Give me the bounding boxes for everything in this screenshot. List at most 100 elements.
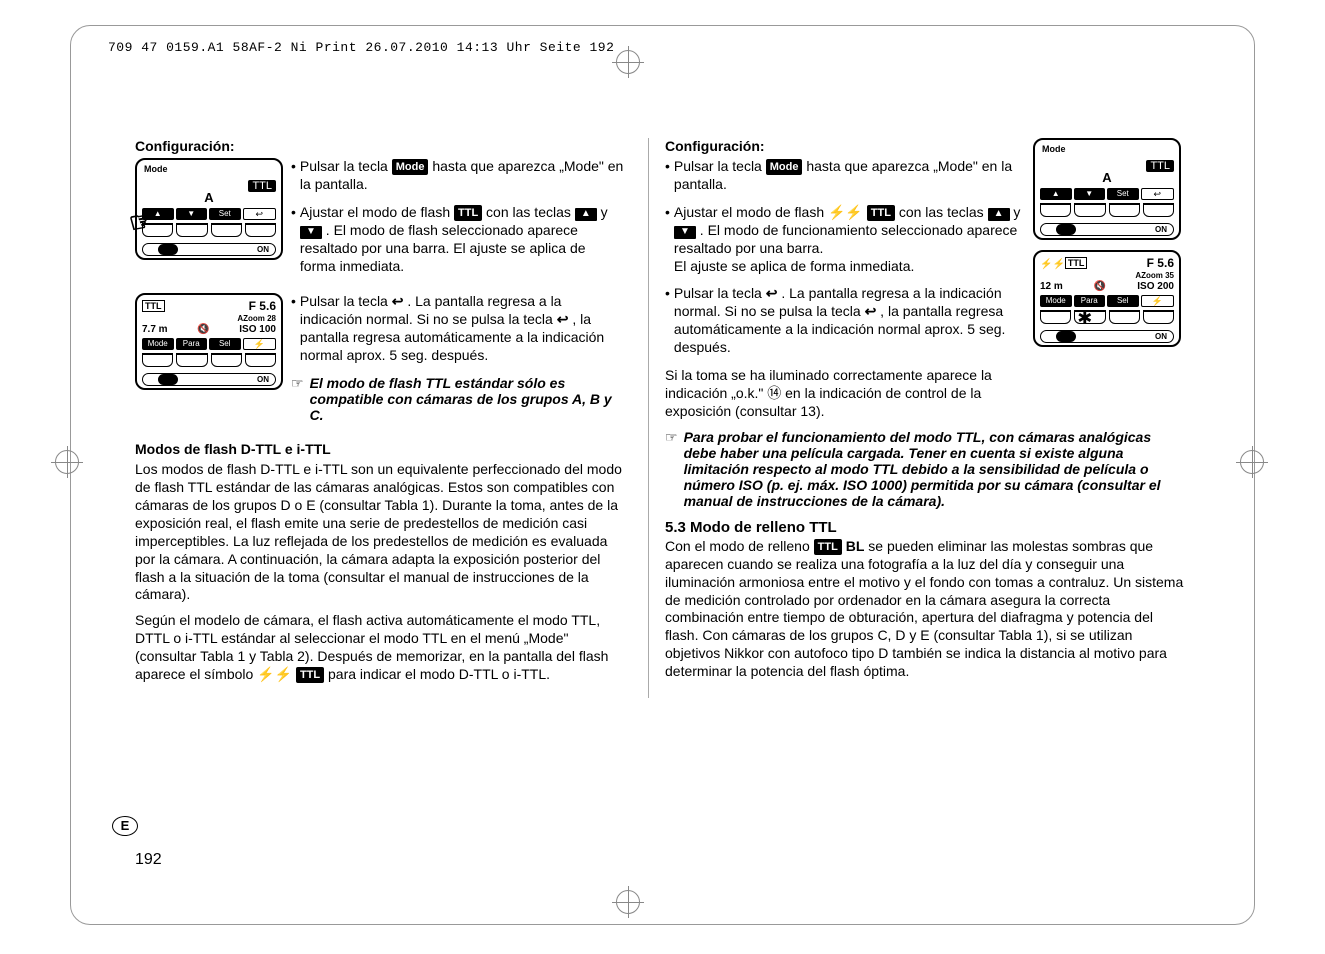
print-header: 709 47 0159.A1 58AF-2 Ni Print 26.07.201… [108, 40, 614, 55]
text: Con el modo de relleno [665, 538, 814, 554]
text: se pueden eliminar las molestas sombras … [665, 538, 1183, 679]
bullet-item: • Ajustar el modo de flash TTL con las t… [291, 204, 625, 276]
lcd-mode-btn: Mode [142, 338, 174, 350]
lcd-down-icon: ▼ [1074, 188, 1106, 200]
lcd-distance: 12 m [1040, 281, 1063, 292]
lcd-azoom: AZoom 28 [237, 314, 276, 323]
config-heading-left: Configuración: [135, 138, 625, 154]
lcd-power-switch: ON [142, 373, 276, 386]
lcd-a-label: A [1040, 170, 1174, 185]
config-heading-right: Configuración: [665, 138, 1025, 154]
lcd-iso: ISO 200 [1137, 281, 1174, 292]
lcd-mode-label: Mode [1042, 144, 1174, 154]
return-key-icon: ↩ [557, 311, 569, 329]
lcd-bolt-icon: ⚡ [1141, 295, 1175, 307]
lcd-mode-label: Mode [144, 164, 276, 174]
ttl-key-icon: TTL [454, 205, 482, 221]
lcd-on-label: ON [1155, 225, 1167, 234]
text: Pulsar la tecla [300, 158, 392, 174]
lcd-ttl-icon: TTL [142, 300, 165, 312]
registration-mark-icon [616, 50, 642, 76]
ref-icon: ⑭ [767, 385, 781, 401]
lcd-aperture: F 5.6 [1147, 256, 1174, 270]
lcd-para-btn: Para [1074, 295, 1106, 307]
note-text: Para probar el funcionamiento del modo T… [684, 429, 1185, 509]
text: con las teclas [482, 204, 575, 220]
up-key-icon: ▲ [575, 208, 597, 221]
lcd-power-switch: ON [142, 243, 276, 256]
mode-key-icon: Mode [766, 159, 803, 175]
pointer-icon: ☞ [291, 375, 304, 423]
lcd-down-icon: ▼ [176, 208, 208, 220]
lcd-aperture: F 5.6 [249, 299, 276, 313]
lcd-sel-btn: Sel [209, 338, 241, 350]
language-badge: E [112, 816, 138, 836]
bullet-item: • Pulsar la tecla Mode hasta que aparezc… [291, 158, 625, 194]
paragraph: Si la toma se ha iluminado correctamente… [665, 367, 1025, 421]
mode-key-icon: Mode [392, 159, 429, 175]
text: . El modo de funcionamiento seleccionado… [674, 222, 1017, 256]
lcd-return-icon: ↩ [243, 208, 277, 220]
lcd-power-switch: ON [1040, 223, 1174, 236]
text: con las teclas [895, 204, 988, 220]
bullet-item: • Pulsar la tecla ↩ . La pantalla regres… [665, 285, 1025, 357]
text: Pulsar la tecla [674, 158, 766, 174]
hand-pointer-icon: ☞ [126, 203, 156, 240]
bolt-icon: ⚡⚡ [1040, 259, 1065, 270]
ttl-key-icon: TTL [814, 539, 842, 555]
return-key-icon: ↩ [865, 303, 877, 321]
lcd-ttl-icon: TTL [1065, 257, 1088, 269]
lcd-mode-btn: Mode [1040, 295, 1072, 307]
down-key-icon: ▼ [674, 226, 696, 239]
lcd-sel-btn: Sel [1107, 295, 1139, 307]
text: para indicar el modo D-TTL o i-TTL. [328, 666, 550, 682]
text: . El modo de flash seleccionado aparece … [300, 222, 586, 274]
lcd-distance: 7.7 m [142, 324, 168, 335]
pointer-icon: ☞ [665, 429, 678, 509]
page-number: 192 [135, 851, 162, 869]
registration-mark-icon [55, 450, 81, 476]
lcd-panel-status-right: ⚡⚡TTL F 5.6 AZoom 35 12 m 🔇 ISO 200 Mode… [1033, 250, 1181, 347]
ttl-key-icon: TTL [867, 205, 895, 221]
lcd-panel-status-left: TTL F 5.6 AZoom 28 7.7 m 🔇 ISO 100 Mode … [135, 293, 283, 390]
lcd-iso: ISO 100 [239, 324, 276, 335]
note-row: ☞ El modo de flash TTL estándar sólo es … [291, 375, 625, 423]
lcd-up-icon: ▲ [1040, 188, 1072, 200]
paragraph: Los modos de flash D-TTL e i-TTL son un … [135, 461, 625, 604]
text: El ajuste se aplica de forma inmediata. [674, 258, 914, 274]
lcd-bolt-icon: ⚡ [243, 338, 277, 350]
lcd-ttl-badge: TTL [248, 180, 276, 192]
ttl-key-icon: TTL [296, 667, 324, 683]
bullet-item: • Ajustar el modo de flash ⚡⚡ TTL con la… [665, 204, 1025, 276]
bullet-item: • Pulsar la tecla ↩ . La pantalla regres… [291, 293, 625, 365]
registration-mark-icon [1240, 450, 1266, 476]
return-key-icon: ↩ [766, 285, 778, 303]
lcd-azoom: AZoom 35 [1135, 271, 1174, 280]
text: Pulsar la tecla [300, 293, 392, 309]
text: y [597, 204, 608, 220]
lcd-set-button: Set [209, 208, 241, 220]
lcd-set-button: Set [1107, 188, 1139, 200]
bl-label: BL [846, 538, 865, 554]
registration-mark-icon [616, 890, 642, 916]
bolt-icon: ⚡⚡ [257, 666, 292, 682]
lcd-panel-mode-right: Mode TTL A ▲ ▼ Set ↩ ON [1033, 138, 1181, 240]
section-heading: 5.3 Modo de relleno TTL [665, 519, 1185, 536]
lcd-on-label: ON [257, 375, 269, 384]
lcd-panel-mode-left: Mode TTL A ▲ ▼ Set ↩ ON ☞ [135, 158, 283, 260]
lcd-para-btn: Para [176, 338, 208, 350]
lcd-ttl-badge: TTL [1146, 160, 1174, 172]
down-key-icon: ▼ [300, 226, 322, 239]
paragraph: Según el modelo de cámara, el flash acti… [135, 612, 625, 684]
note-row: ☞ Para probar el funcionamiento del modo… [665, 429, 1185, 509]
text: Pulsar la tecla [674, 285, 766, 301]
bolt-icon: ⚡⚡ [828, 204, 863, 220]
paragraph: Con el modo de relleno TTL BL se pueden … [665, 538, 1185, 681]
up-key-icon: ▲ [988, 208, 1010, 221]
text: Ajustar el modo de flash [674, 204, 828, 220]
lcd-return-icon: ↩ [1141, 188, 1175, 200]
subsection-heading: Modos de flash D-TTL e i-TTL [135, 441, 625, 457]
bullet-item: • Pulsar la tecla Mode hasta que aparezc… [665, 158, 1025, 194]
lcd-power-switch: ON [1040, 330, 1174, 343]
column-divider [648, 138, 649, 698]
